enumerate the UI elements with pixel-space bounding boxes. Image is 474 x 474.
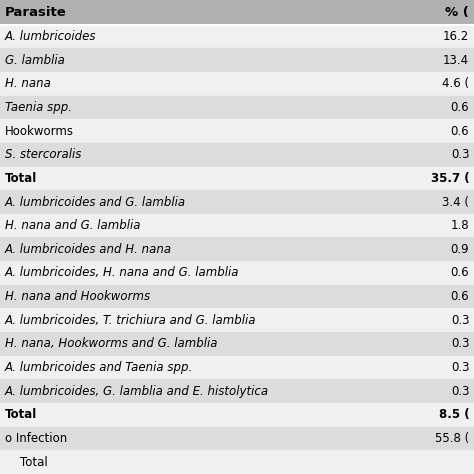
Bar <box>0 379 474 403</box>
Text: 0.3: 0.3 <box>451 314 469 327</box>
Text: Taenia spp.: Taenia spp. <box>5 101 72 114</box>
Text: H. nana: H. nana <box>5 77 51 90</box>
Bar <box>0 332 474 356</box>
Text: 0.3: 0.3 <box>451 385 469 398</box>
Text: 1.8: 1.8 <box>451 219 469 232</box>
Text: A. lumbricoides, H. nana and G. lamblia: A. lumbricoides, H. nana and G. lamblia <box>5 266 239 280</box>
Bar <box>0 96 474 119</box>
Text: 4.6 (: 4.6 ( <box>442 77 469 90</box>
Text: 0.9: 0.9 <box>451 243 469 256</box>
Bar <box>0 48 474 72</box>
Bar <box>0 190 474 214</box>
Text: 3.4 (: 3.4 ( <box>442 195 469 209</box>
Bar <box>0 261 474 285</box>
Text: 55.8 (: 55.8 ( <box>435 432 469 445</box>
Bar <box>0 143 474 166</box>
Bar <box>0 309 474 332</box>
Text: A. lumbricoides, G. lamblia and E. histolytica: A. lumbricoides, G. lamblia and E. histo… <box>5 385 269 398</box>
Text: 16.2: 16.2 <box>443 30 469 43</box>
Bar <box>0 166 474 190</box>
Text: A. lumbricoides, T. trichiura and G. lamblia: A. lumbricoides, T. trichiura and G. lam… <box>5 314 256 327</box>
Text: Total: Total <box>5 456 47 469</box>
Text: Parasite: Parasite <box>5 6 66 19</box>
Bar <box>0 285 474 309</box>
Text: 0.6: 0.6 <box>451 290 469 303</box>
Bar <box>0 119 474 143</box>
Bar <box>0 237 474 261</box>
Bar <box>0 403 474 427</box>
Text: H. nana, Hookworms and G. lamblia: H. nana, Hookworms and G. lamblia <box>5 337 217 350</box>
Text: 0.6: 0.6 <box>451 101 469 114</box>
Text: S. stercoralis: S. stercoralis <box>5 148 81 161</box>
Bar <box>0 25 474 48</box>
Text: Hookworms: Hookworms <box>5 125 74 137</box>
Text: H. nana and Hookworms: H. nana and Hookworms <box>5 290 150 303</box>
Text: 13.4: 13.4 <box>443 54 469 67</box>
Text: Total: Total <box>5 172 37 185</box>
Bar <box>0 427 474 450</box>
Bar <box>0 450 474 474</box>
Bar <box>0 0 474 25</box>
Bar <box>0 356 474 379</box>
Text: A. lumbricoides: A. lumbricoides <box>5 30 96 43</box>
Text: 0.6: 0.6 <box>451 125 469 137</box>
Bar <box>0 72 474 96</box>
Text: % (: % ( <box>446 6 469 19</box>
Text: G. lamblia: G. lamblia <box>5 54 64 67</box>
Text: A. lumbricoides and H. nana: A. lumbricoides and H. nana <box>5 243 172 256</box>
Text: 0.3: 0.3 <box>451 337 469 350</box>
Bar <box>0 214 474 237</box>
Text: 0.6: 0.6 <box>451 266 469 280</box>
Text: o Infection: o Infection <box>5 432 67 445</box>
Text: 8.5 (: 8.5 ( <box>438 409 469 421</box>
Text: 0.3: 0.3 <box>451 148 469 161</box>
Text: A. lumbricoides and G. lamblia: A. lumbricoides and G. lamblia <box>5 195 186 209</box>
Text: Total: Total <box>5 409 37 421</box>
Text: 35.7 (: 35.7 ( <box>431 172 469 185</box>
Text: A. lumbricoides and Taenia spp.: A. lumbricoides and Taenia spp. <box>5 361 193 374</box>
Text: H. nana and G. lamblia: H. nana and G. lamblia <box>5 219 140 232</box>
Text: 0.3: 0.3 <box>451 361 469 374</box>
